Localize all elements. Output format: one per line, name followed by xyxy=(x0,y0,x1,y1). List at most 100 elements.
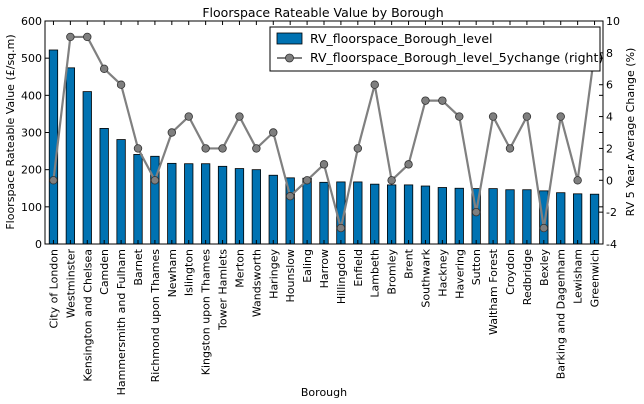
x-tick-label: Hillingdon xyxy=(335,249,348,304)
x-axis-title: Borough xyxy=(301,386,347,399)
bar xyxy=(505,189,515,245)
line-point xyxy=(488,112,498,121)
line-point xyxy=(438,96,447,105)
x-tick-label: Barnet xyxy=(132,248,145,285)
line-point xyxy=(150,176,160,185)
right-tick-label: 10 xyxy=(606,15,620,28)
x-tick-label: Kingston upon Thames xyxy=(200,249,213,376)
x-tick-label: Sutton xyxy=(470,249,483,285)
x-tick-label: Kensington and Chelsea xyxy=(81,249,94,382)
line-point xyxy=(302,176,312,185)
bar xyxy=(82,91,92,245)
bar xyxy=(353,181,363,245)
x-tick-label: Lambeth xyxy=(369,249,382,298)
x-tick-label: Croydon xyxy=(504,249,517,295)
line-point xyxy=(116,80,126,89)
left-tick-label: 300 xyxy=(21,127,42,140)
line-point xyxy=(471,207,481,217)
bars-layer xyxy=(48,49,600,245)
bar xyxy=(387,184,397,245)
line-point xyxy=(353,144,363,153)
bar xyxy=(133,154,143,245)
x-tick-label: Newham xyxy=(166,249,179,297)
chart-title: Floorspace Rateable Value by Borough xyxy=(202,5,443,20)
right-tick-label: 0 xyxy=(606,174,613,187)
bar xyxy=(268,174,278,245)
x-tick-label: Richmond upon Thames xyxy=(149,249,162,383)
bar xyxy=(539,190,549,245)
x-tick-label: Wandsworth xyxy=(250,249,263,317)
bar xyxy=(65,67,75,245)
bar xyxy=(251,169,261,245)
bar xyxy=(573,193,583,245)
x-tick-label: Hackney xyxy=(436,249,449,297)
line-point xyxy=(319,160,329,169)
x-tick-label: Redbridge xyxy=(521,249,534,305)
legend-swatch-marker xyxy=(285,53,294,63)
bar xyxy=(556,192,566,245)
left-tick-label: 600 xyxy=(21,15,42,28)
line-point xyxy=(218,144,227,153)
x-tick-label: Bexley xyxy=(538,249,551,286)
line-point xyxy=(370,80,379,89)
line-point xyxy=(133,144,143,153)
legend-swatch-bar xyxy=(276,32,303,45)
x-tick-label: Waltham Forest xyxy=(487,248,500,335)
x-axis: City of London Westminster Kensington and … xyxy=(47,21,602,395)
x-tick-label: Harrow xyxy=(318,249,331,288)
left-y-axis: 0 100 200 300 400 500 600 xyxy=(21,15,603,251)
line-point xyxy=(184,112,193,121)
x-tick-label: Westminster xyxy=(64,249,77,319)
line-point xyxy=(336,223,346,233)
x-tick-label: Merton xyxy=(233,249,246,288)
bar xyxy=(234,168,245,245)
left-tick-label: 100 xyxy=(21,201,42,214)
line-point xyxy=(505,144,515,153)
x-tick-label: Hounslow xyxy=(284,249,297,302)
right-tick-label: 8 xyxy=(606,47,613,60)
line-point xyxy=(556,112,565,121)
legend-box xyxy=(269,26,601,72)
x-tick-label: Southwark xyxy=(419,248,432,307)
y-axis-title-left: Floorspace Rateable Value (£/sq.m) xyxy=(4,34,17,229)
legend-label-line: RV_floorspace_Borough_level_5ychange (ri… xyxy=(310,50,603,65)
bar xyxy=(167,162,177,245)
bar xyxy=(116,139,126,245)
line-point xyxy=(539,223,549,233)
bar xyxy=(420,185,431,245)
left-tick-label: 200 xyxy=(21,164,42,177)
bar xyxy=(217,165,228,245)
x-tick-label: Brent xyxy=(403,248,416,279)
x-tick-label: City of London xyxy=(47,249,60,329)
line-layer xyxy=(49,32,599,233)
bar xyxy=(302,177,312,245)
right-y-axis: -4 -2 0 2 4 6 8 10 xyxy=(599,15,620,251)
x-tick-label: Havering xyxy=(453,249,466,299)
left-tick-label: 500 xyxy=(21,52,42,65)
right-tick-label: -2 xyxy=(606,206,617,219)
line-point xyxy=(573,176,582,185)
x-tick-label: Enfield xyxy=(352,249,365,287)
x-tick-label: Ealing xyxy=(301,249,314,283)
line-point xyxy=(167,128,177,137)
bar xyxy=(370,183,380,245)
line-point xyxy=(201,144,210,153)
x-tick-label: Bromley xyxy=(386,249,399,295)
x-tick-label: Barking and Dagenham xyxy=(555,249,568,379)
bar xyxy=(437,187,447,245)
right-tick-label: 4 xyxy=(606,111,613,124)
right-tick-label: -4 xyxy=(606,238,617,251)
left-tick-label: 0 xyxy=(35,238,42,251)
bar xyxy=(589,193,600,245)
line-point xyxy=(66,32,75,42)
line-point xyxy=(404,160,413,169)
x-tick-label: Greenwich xyxy=(589,249,602,307)
x-tick-label: Camden xyxy=(98,249,111,295)
line-point xyxy=(421,96,430,105)
x-tick-label: Islington xyxy=(183,249,196,296)
line-point xyxy=(522,112,532,121)
bar xyxy=(522,189,532,245)
bar xyxy=(319,181,329,245)
line-point xyxy=(387,176,396,185)
